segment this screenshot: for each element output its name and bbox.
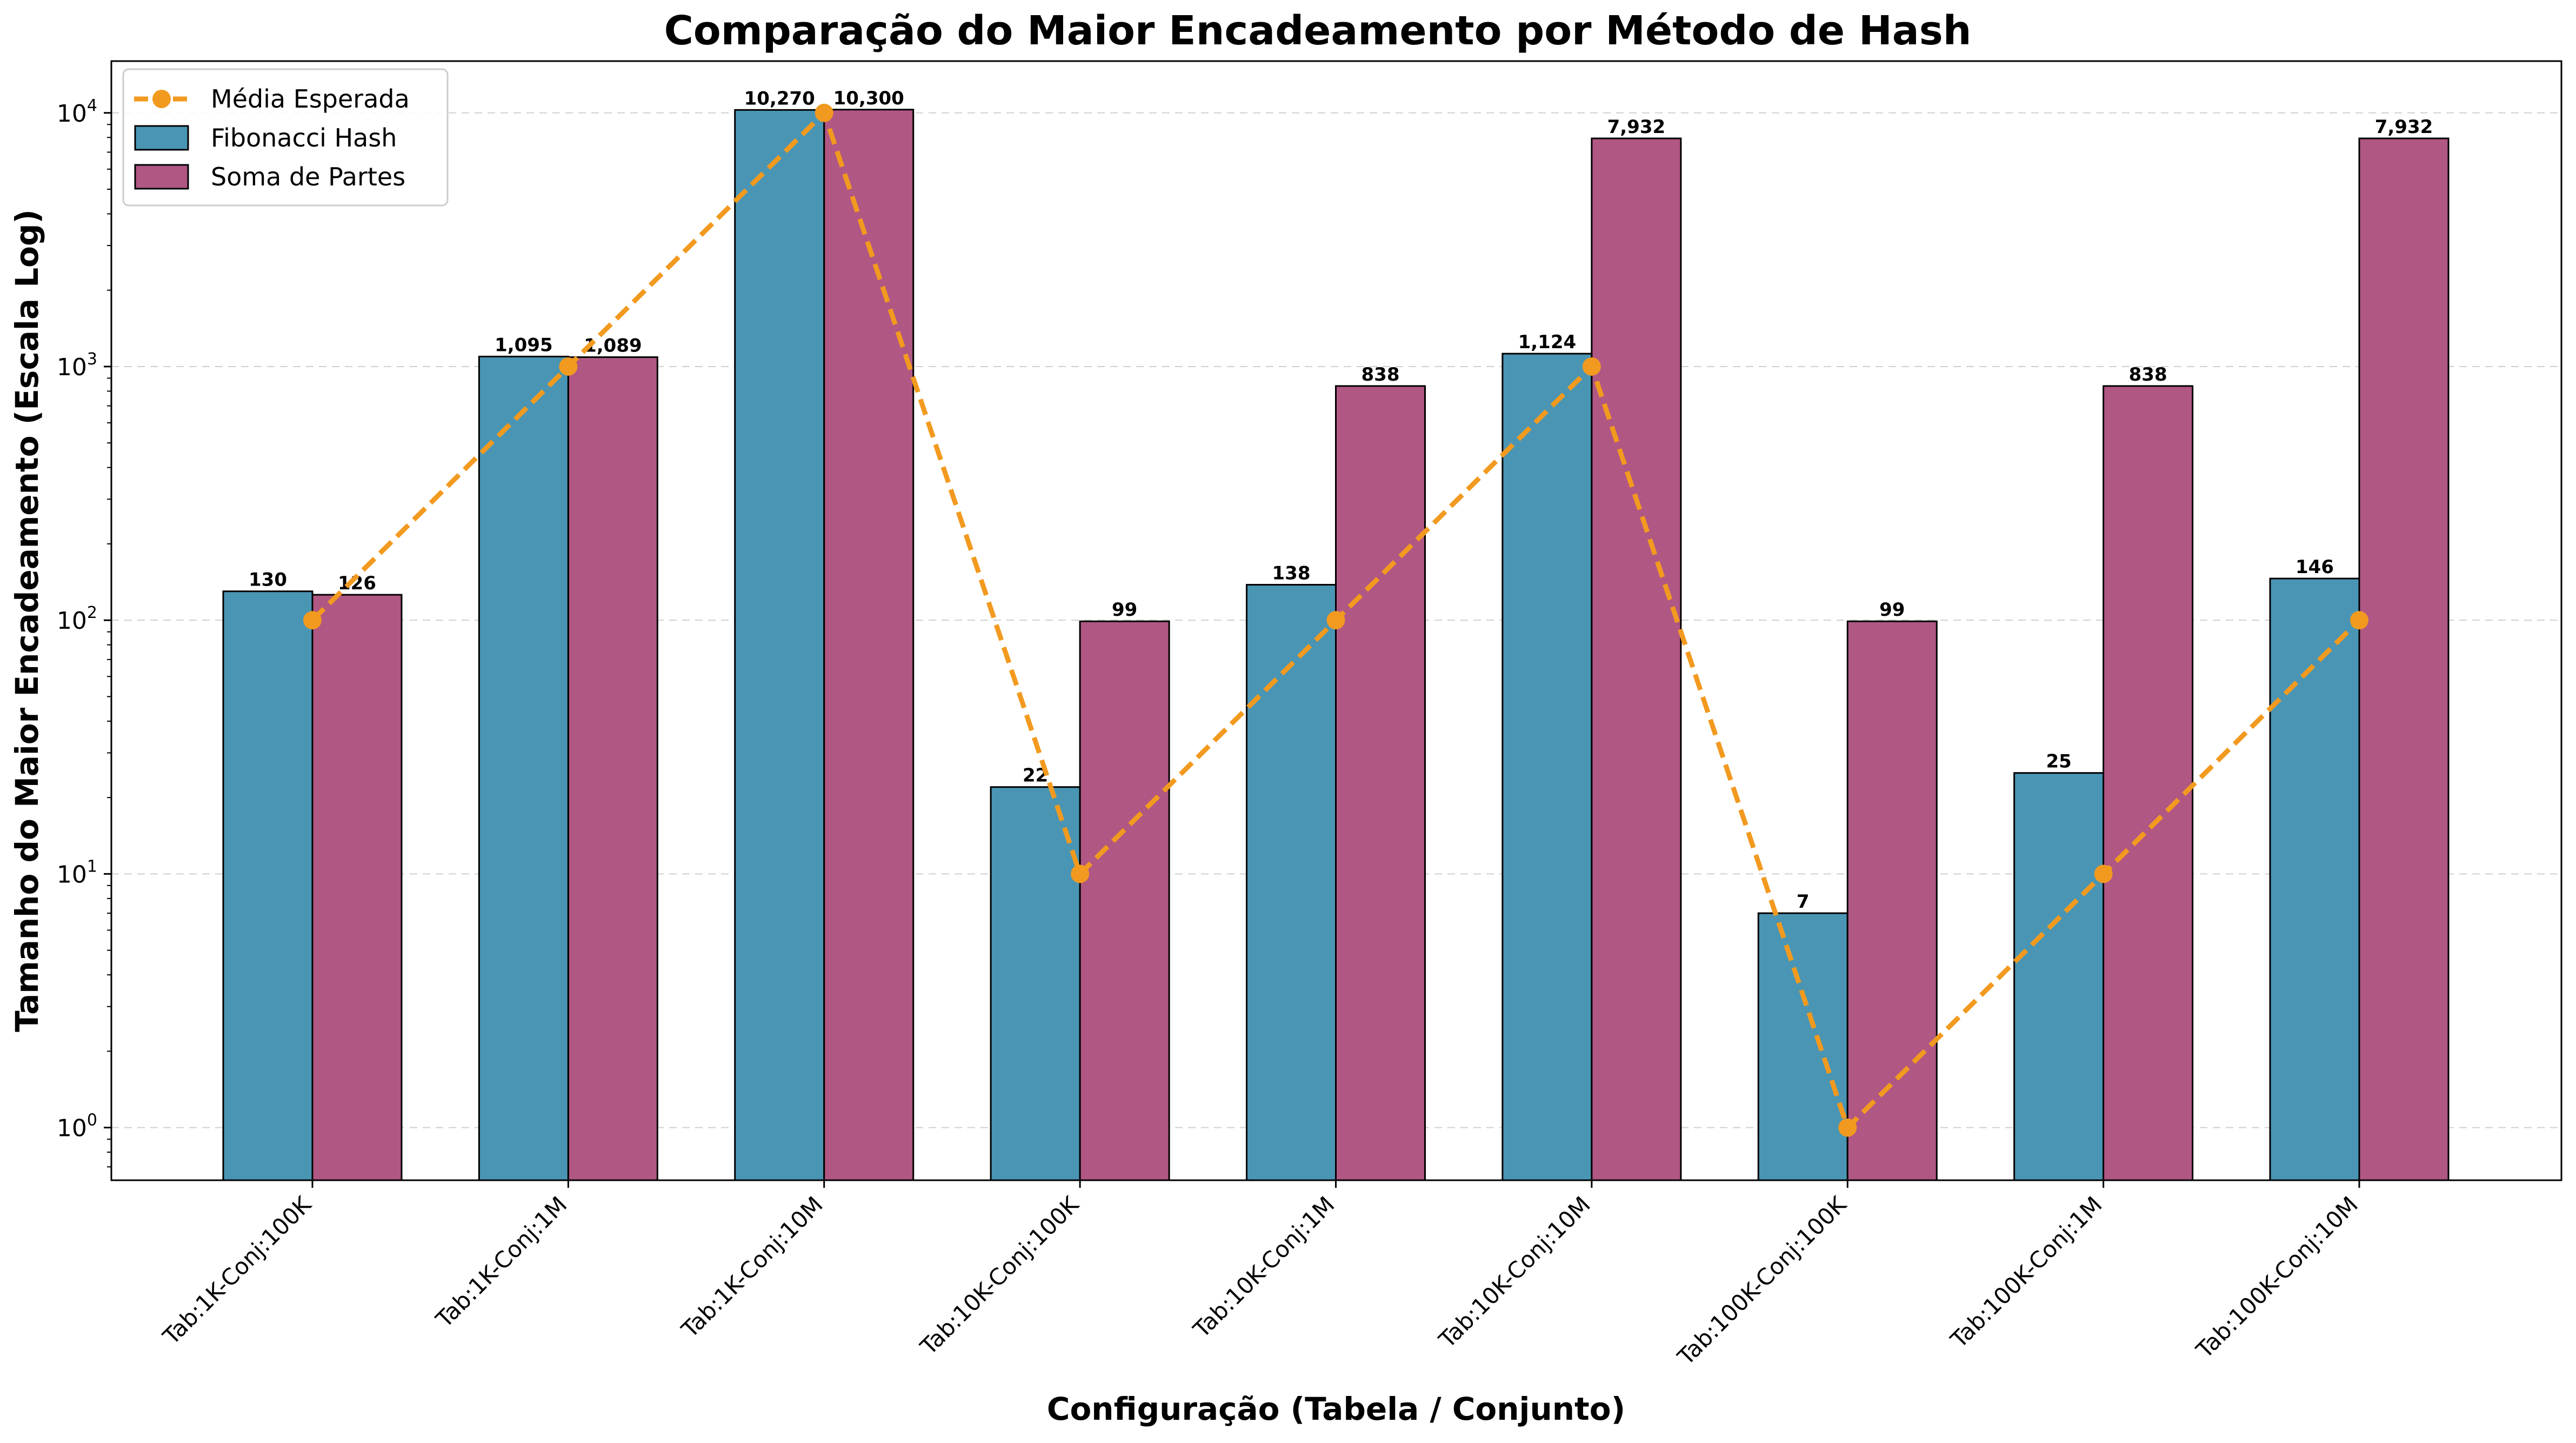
y-tick-label: 104: [57, 96, 97, 128]
bars: [222, 109, 2450, 1181]
bar-soma-partes: [567, 356, 658, 1181]
expected-line-marker: [559, 357, 578, 376]
bar-value-label: 146: [2295, 556, 2334, 578]
bar-value-label: 7,932: [1607, 116, 1666, 138]
x-axis-label: Configuração (Tabela / Conjunto): [1047, 1391, 1625, 1427]
bar-soma-partes: [1846, 620, 1938, 1181]
y-axis-label: Tamanho do Maior Encadeamento (Escala Lo…: [9, 209, 45, 1032]
bar-value-label: 7,932: [2375, 116, 2433, 138]
bar-fibonacci: [2013, 772, 2105, 1181]
bar-fibonacci: [990, 786, 1081, 1181]
bar-fibonacci: [478, 355, 569, 1181]
bar-value-label: 1,089: [584, 335, 642, 357]
y-tick-label: 101: [57, 857, 97, 888]
chart-title: Comparação do Maior Encadeamento por Mét…: [664, 8, 1972, 54]
legend-swatch-bar: [134, 125, 189, 151]
bar-soma-partes: [311, 594, 403, 1181]
legend-label: Soma de Partes: [211, 162, 405, 191]
bar-value-label: 138: [1272, 563, 1311, 584]
bar-fibonacci: [734, 109, 825, 1181]
expected-line-marker: [2350, 611, 2368, 630]
bar-soma-partes: [1591, 137, 1682, 1181]
bar-value-label: 99: [1112, 599, 1137, 621]
legend: Média Esperada Fibonacci Hash Soma de Part…: [122, 68, 449, 207]
expected-line: [303, 103, 2368, 1137]
bar-fibonacci: [222, 590, 313, 1181]
bar-value-label: 130: [249, 569, 287, 591]
expected-line-marker: [1582, 357, 1601, 376]
legend-box: [122, 68, 449, 207]
bar-soma-partes: [823, 109, 915, 1181]
bar-value-label: 10,270: [744, 88, 815, 109]
y-tick-label: 100: [57, 1111, 97, 1142]
bar-value-label: 1,124: [1518, 331, 1577, 353]
legend-swatch-marker: [152, 90, 171, 108]
bar-value-label: 838: [1362, 364, 1400, 385]
y-tick-label: 103: [57, 350, 97, 381]
bar-labels: 1301,09510,270221381,1247251461261,08910…: [249, 88, 2433, 913]
expected-line-marker: [1326, 611, 1345, 630]
legend-swatch-bar: [134, 164, 189, 190]
bar-value-label: 99: [1879, 599, 1905, 621]
expected-line-marker: [303, 611, 322, 630]
bar-value-label: 7: [1797, 891, 1810, 913]
bar-fibonacci: [1246, 584, 1337, 1181]
expected-line-marker: [1071, 865, 1090, 883]
bar-soma-partes: [1335, 385, 1426, 1181]
bar-value-label: 10,300: [833, 88, 904, 109]
bar-value-label: 1,095: [495, 334, 553, 356]
y-axis: 100 101 102 103 104: [57, 96, 111, 1168]
expected-line-marker: [815, 103, 833, 122]
legend-label: Média Esperada: [211, 84, 410, 114]
legend-label: Fibonacci Hash: [211, 123, 397, 152]
bar-soma-partes: [2358, 137, 2450, 1181]
bar-value-label: 25: [2046, 751, 2071, 773]
bar-fibonacci: [2269, 577, 2360, 1181]
expected-line-marker: [2094, 865, 2113, 883]
expected-line-marker: [1838, 1118, 1857, 1137]
bar-soma-partes: [2103, 385, 2194, 1181]
bar-fibonacci: [1501, 353, 1593, 1181]
bar-value-label: 838: [2129, 364, 2167, 385]
bar-fibonacci: [1757, 912, 1848, 1181]
bar-soma-partes: [1079, 620, 1170, 1181]
y-tick-label: 102: [57, 603, 97, 635]
